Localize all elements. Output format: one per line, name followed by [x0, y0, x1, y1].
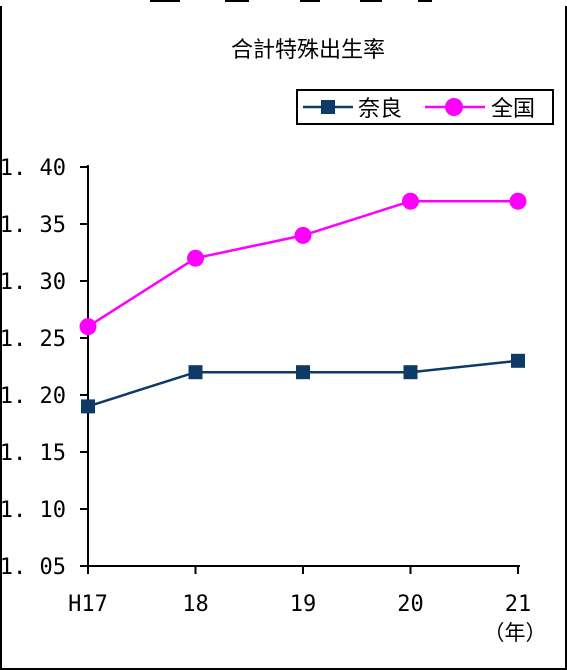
- y-tick-label: 1. 10: [0, 498, 66, 523]
- y-tick-label: 1. 30: [0, 270, 66, 295]
- series-0-point-1: [188, 365, 203, 380]
- series-1-point-1: [187, 249, 204, 267]
- x-tick-label: 18: [182, 592, 209, 617]
- x-tick-label: 21: [505, 592, 532, 617]
- series-0-point-3: [403, 365, 418, 380]
- series-1-point-2: [294, 226, 312, 244]
- y-ticks: 1. 40 1. 35 1. 30 1. 25 1. 20 1. 15 1. 10 1. 05: [0, 156, 88, 580]
- top-edge-fragment: [0, 0, 567, 6]
- series-0-point-4: [511, 353, 525, 368]
- legend-swatch-zenkoku-marker: [445, 98, 463, 116]
- x-tick-label: H17: [68, 592, 108, 617]
- x-tick-label: 19: [290, 592, 317, 617]
- chart-title: 合計特殊出生率: [231, 38, 385, 63]
- series-layer: [79, 192, 527, 414]
- series-line-1: [87, 199, 518, 328]
- legend-swatch-nara-marker: [321, 100, 335, 114]
- x-ticks: H17 18 19 20 21: [68, 566, 531, 617]
- y-tick-label: 1. 35: [0, 213, 66, 238]
- x-axis-unit: （年）: [484, 621, 547, 645]
- series-0-point-2: [296, 365, 310, 380]
- y-tick-label: 1. 15: [0, 441, 66, 466]
- y-tick-label: 1. 40: [0, 156, 66, 181]
- x-tick-label: 20: [397, 592, 424, 617]
- series-1-point-0: [79, 318, 97, 336]
- y-tick-label: 1. 05: [0, 555, 66, 580]
- legend-label-nara: 奈良: [358, 97, 402, 122]
- series-1-point-3: [402, 192, 419, 210]
- series-0-point-0: [81, 399, 95, 414]
- legend-label-zenkoku: 全国: [491, 97, 535, 122]
- legend: 奈良 全国: [296, 89, 554, 125]
- y-tick-label: 1. 25: [0, 327, 66, 352]
- series-1-point-4: [509, 192, 527, 210]
- y-tick-label: 1. 20: [0, 384, 66, 409]
